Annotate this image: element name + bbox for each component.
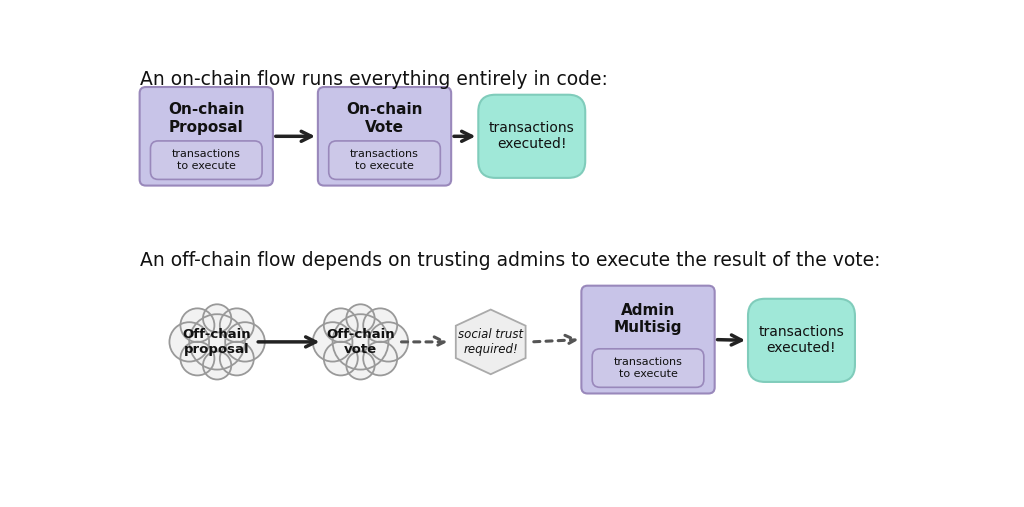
Circle shape	[225, 322, 265, 361]
Circle shape	[333, 314, 388, 370]
Circle shape	[364, 342, 397, 375]
Text: transactions
to execute: transactions to execute	[613, 357, 682, 379]
Text: Off-chain
proposal: Off-chain proposal	[183, 328, 252, 356]
FancyBboxPatch shape	[592, 349, 703, 387]
Circle shape	[220, 308, 254, 342]
FancyBboxPatch shape	[151, 141, 262, 179]
Circle shape	[324, 342, 357, 375]
Circle shape	[220, 342, 254, 375]
FancyBboxPatch shape	[748, 299, 855, 382]
Text: social trust
required!: social trust required!	[458, 328, 523, 356]
Circle shape	[203, 304, 231, 333]
Text: An off-chain flow depends on trusting admins to execute the result of the vote:: An off-chain flow depends on trusting ad…	[139, 251, 880, 270]
Text: On-chain
Vote: On-chain Vote	[346, 102, 423, 135]
FancyBboxPatch shape	[317, 87, 452, 186]
FancyBboxPatch shape	[582, 285, 715, 393]
Circle shape	[312, 322, 352, 361]
Circle shape	[346, 351, 375, 380]
Text: transactions
executed!: transactions executed!	[488, 121, 574, 152]
Text: An on-chain flow runs everything entirely in code:: An on-chain flow runs everything entirel…	[139, 70, 607, 89]
FancyBboxPatch shape	[478, 95, 586, 178]
Circle shape	[324, 308, 357, 342]
Text: transactions
to execute: transactions to execute	[350, 150, 419, 171]
FancyBboxPatch shape	[139, 87, 273, 186]
Text: Admin
Multisig: Admin Multisig	[613, 303, 682, 335]
Polygon shape	[456, 310, 525, 374]
Circle shape	[364, 308, 397, 342]
Text: On-chain
Proposal: On-chain Proposal	[168, 102, 245, 135]
Text: Off-chain
vote: Off-chain vote	[327, 328, 395, 356]
Circle shape	[189, 314, 245, 370]
Circle shape	[169, 322, 209, 361]
Text: transactions
to execute: transactions to execute	[172, 150, 241, 171]
Circle shape	[346, 304, 375, 333]
Circle shape	[369, 322, 409, 361]
Circle shape	[203, 351, 231, 380]
Circle shape	[180, 342, 214, 375]
Circle shape	[180, 308, 214, 342]
Text: transactions
executed!: transactions executed!	[759, 325, 845, 355]
FancyBboxPatch shape	[329, 141, 440, 179]
